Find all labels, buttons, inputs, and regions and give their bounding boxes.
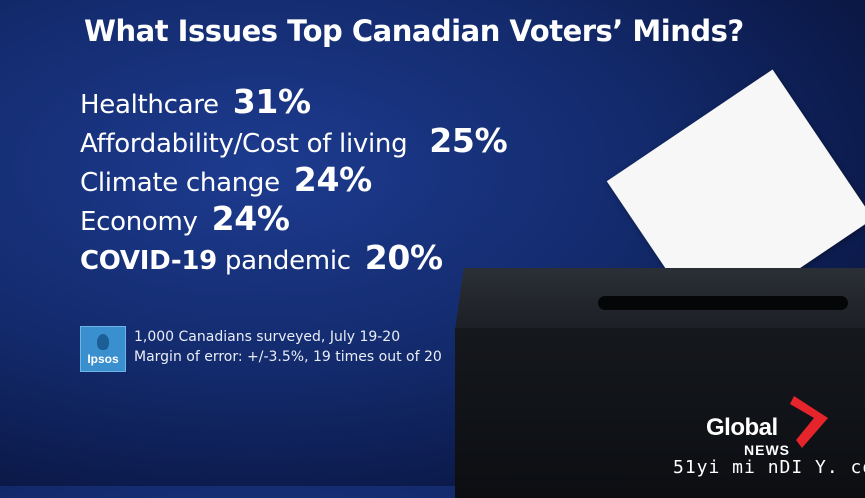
watermark-text: 51yi mi nDI Y. com [673,457,865,478]
issue-row-covid: COVID-19 pandemic 20% [80,238,507,277]
issue-label: Healthcare [80,90,219,120]
issue-label-bold: COVID-19 [80,246,217,276]
ipsos-logo-text: Ipsos [87,352,119,366]
global-news-wordmark: Global [706,414,778,441]
ipsos-logo: Ipsos [80,326,126,372]
global-news-logo: Global NEWS [704,396,834,458]
ballot-box-front [455,328,865,498]
issue-row-climate: Climate change 24% [80,160,507,199]
issue-label: Affordability/Cost of living [80,129,408,159]
issue-label: Climate change [80,168,280,198]
issue-percent: 24% [293,160,372,199]
issue-row-economy: Economy 24% [80,199,507,238]
ballot-box-slot [598,296,848,310]
survey-note-line2: Margin of error: +/-3.5%, 19 times out o… [134,349,442,365]
issue-percent: 25% [429,121,508,160]
global-news-chevron-icon [790,396,828,448]
issue-percent: 31% [232,82,311,121]
issue-label: pandemic [224,246,351,276]
survey-note-line1: 1,000 Canadians surveyed, July 19-20 [134,329,401,345]
page-title: What Issues Top Canadian Voters’ Minds? [84,14,744,48]
issue-percent: 24% [211,199,290,238]
survey-note: 1,000 Canadians surveyed, July 19-20 Mar… [134,327,442,367]
issue-label: Economy [80,207,198,237]
global-news-subtext: NEWS [744,442,790,458]
ipsos-mark-icon [97,334,109,350]
issue-percent: 20% [364,238,443,277]
issue-row-affordability: Affordability/Cost of living 25% [80,121,508,160]
issues-list: Healthcare 31% Affordability/Cost of liv… [80,82,508,277]
issue-row-healthcare: Healthcare 31% [80,82,507,121]
